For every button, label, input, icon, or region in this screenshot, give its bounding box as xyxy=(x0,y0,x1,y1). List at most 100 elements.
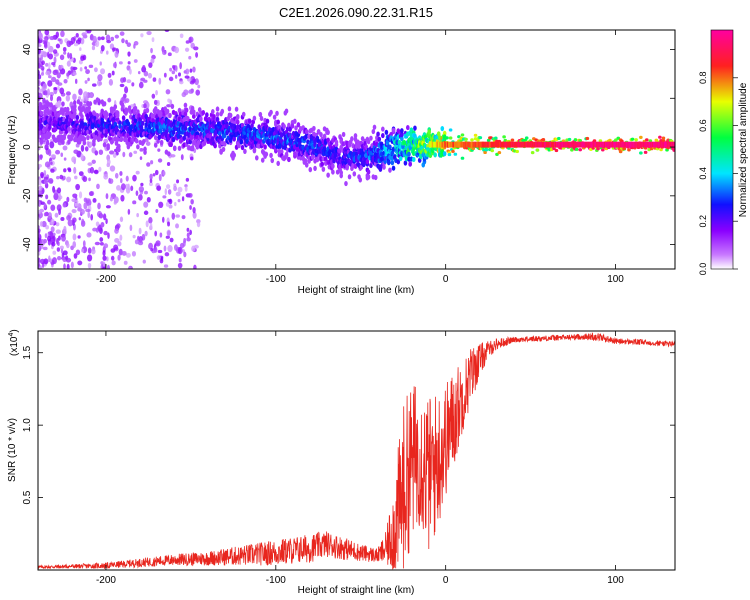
heatmap-cell xyxy=(67,139,71,145)
heatmap-noise-cell xyxy=(119,83,125,88)
heatmap-noise-cell xyxy=(138,81,144,89)
heatmap-noise-cell xyxy=(174,65,178,73)
heatmap-noise-cell xyxy=(81,32,87,37)
heatmap-cell xyxy=(310,154,315,160)
heatmap-cell xyxy=(321,166,326,172)
heatmap-noise-cell xyxy=(92,198,97,203)
heatmap-cell xyxy=(323,156,328,162)
heatmap-noise-cell xyxy=(75,33,79,38)
snr-plot-area xyxy=(38,331,675,570)
heatmap-cell xyxy=(48,124,52,130)
heatmap-cell xyxy=(215,116,220,122)
heatmap-core-cell xyxy=(571,141,573,148)
heatmap-noise-cell xyxy=(150,160,154,165)
heatmap-noise-cell xyxy=(87,262,92,269)
heatmap-cell xyxy=(315,157,320,163)
heatmap-noise-cell xyxy=(162,216,165,223)
x-tick-label: -200 xyxy=(96,575,116,586)
heatmap-core-cell xyxy=(560,141,562,148)
heatmap-cell xyxy=(464,137,468,141)
heatmap-cell xyxy=(95,97,100,103)
heatmap-core-cell xyxy=(522,141,524,148)
heatmap-cell xyxy=(319,131,323,138)
heatmap-core-cell xyxy=(666,141,668,148)
heatmap-cell xyxy=(88,101,93,107)
heatmap-core-cell xyxy=(568,141,570,148)
heatmap-noise-cell xyxy=(158,201,164,209)
heatmap-core-cell xyxy=(510,141,512,148)
heatmap-noise-cell xyxy=(44,233,48,239)
heatmap-core-cell xyxy=(523,141,525,148)
heatmap-noise-cell xyxy=(56,255,62,261)
heatmap-noise-cell xyxy=(122,151,126,158)
heatmap-noise-cell xyxy=(127,208,131,215)
heatmap-noise-cell xyxy=(175,191,181,197)
heatmap-noise-cell xyxy=(58,192,61,198)
heatmap-noise-cell xyxy=(55,149,61,155)
heatmap-cell xyxy=(316,128,321,135)
heatmap-noise-cell xyxy=(57,100,62,107)
heatmap-noise-cell xyxy=(38,74,42,80)
heatmap-noise-cell xyxy=(163,245,167,252)
heatmap-core-cell xyxy=(548,141,551,148)
heatmap-noise-cell xyxy=(89,166,95,174)
heatmap-noise-cell xyxy=(72,93,77,101)
heatmap-cell xyxy=(592,139,597,143)
heatmap-cell xyxy=(384,129,389,135)
heatmap-core-cell xyxy=(564,141,566,148)
heatmap-noise-cell xyxy=(151,37,155,43)
heatmap-core-cell xyxy=(553,141,555,148)
heatmap-noise-cell xyxy=(148,62,153,68)
heatmap-cell xyxy=(182,135,187,141)
heatmap-core-cell xyxy=(462,141,464,148)
heatmap-cell xyxy=(284,108,289,114)
colorbar-tick-label: 0.2 xyxy=(698,215,708,228)
heatmap-noise-cell xyxy=(155,208,159,213)
heatmap-noise-cell xyxy=(38,262,41,268)
heatmap-noise-cell xyxy=(177,72,182,77)
heatmap-cell xyxy=(400,132,404,138)
heatmap-core-cell xyxy=(543,141,546,148)
heatmap-noise-cell xyxy=(70,66,74,74)
heatmap-noise-cell xyxy=(117,254,121,261)
heatmap-cell xyxy=(153,135,158,141)
heatmap-core-cell xyxy=(619,141,621,148)
heatmap-core-cell xyxy=(459,141,461,148)
heatmap-core-cell xyxy=(457,141,459,148)
heatmap-noise-cell xyxy=(67,168,72,173)
heatmap-cell xyxy=(366,139,371,145)
heatmap-core-cell xyxy=(482,141,485,148)
heatmap-core-cell xyxy=(651,141,654,148)
heatmap-noise-cell xyxy=(185,177,190,182)
heatmap-noise-cell xyxy=(78,217,82,221)
heatmap-cell xyxy=(386,160,391,166)
heatmap-noise-cell xyxy=(147,72,153,79)
heatmap-core-cell xyxy=(589,141,592,148)
heatmap-noise-cell xyxy=(171,65,176,69)
heatmap-noise-cell xyxy=(73,166,77,174)
heatmap-core-cell xyxy=(540,141,543,148)
heatmap-noise-cell xyxy=(137,70,141,75)
heatmap-core-cell xyxy=(555,141,557,148)
heatmap-noise-cell xyxy=(39,258,46,265)
heatmap-core-cell xyxy=(653,141,656,148)
heatmap-noise-cell xyxy=(191,245,196,252)
heatmap-core-cell xyxy=(474,141,476,148)
heatmap-cell xyxy=(391,127,396,133)
heatmap-noise-cell xyxy=(50,154,56,158)
heatmap-cell xyxy=(372,124,377,130)
heatmap-core-cell xyxy=(556,141,558,148)
heatmap-noise-cell xyxy=(100,68,106,75)
heatmap-noise-cell xyxy=(158,77,162,85)
heatmap-noise-cell xyxy=(112,62,117,68)
heatmap-noise-cell xyxy=(91,83,97,87)
heatmap-core-cell xyxy=(591,141,594,148)
heatmap-noise-cell xyxy=(149,178,153,183)
heatmap-noise-cell xyxy=(113,200,117,205)
heatmap-noise-cell xyxy=(181,215,186,220)
heatmap-cell xyxy=(486,138,491,142)
heatmap-core-cell xyxy=(643,141,646,148)
heatmap-core-cell xyxy=(582,141,584,148)
heatmap-noise-cell xyxy=(60,30,65,38)
heatmap-core-cell xyxy=(468,141,470,148)
